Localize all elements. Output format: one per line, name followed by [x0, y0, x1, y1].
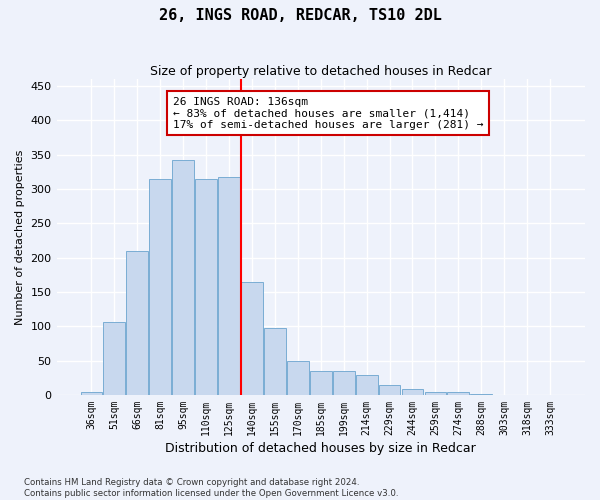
Bar: [241, 282, 263, 395]
Text: 26 INGS ROAD: 136sqm
← 83% of detached houses are smaller (1,414)
17% of semi-de: 26 INGS ROAD: 136sqm ← 83% of detached h…: [173, 96, 484, 130]
Bar: [448, 392, 469, 395]
Bar: [356, 375, 377, 395]
Bar: [264, 328, 286, 395]
Bar: [310, 371, 332, 395]
Bar: [149, 178, 171, 395]
Bar: [425, 392, 446, 395]
Bar: [127, 251, 148, 395]
Bar: [401, 390, 424, 395]
Bar: [379, 384, 400, 395]
Text: Contains HM Land Registry data © Crown copyright and database right 2024.
Contai: Contains HM Land Registry data © Crown c…: [24, 478, 398, 498]
Text: 26, INGS ROAD, REDCAR, TS10 2DL: 26, INGS ROAD, REDCAR, TS10 2DL: [158, 8, 442, 22]
Bar: [195, 178, 217, 395]
X-axis label: Distribution of detached houses by size in Redcar: Distribution of detached houses by size …: [166, 442, 476, 455]
Bar: [80, 392, 103, 395]
Bar: [470, 394, 492, 395]
Bar: [103, 322, 125, 395]
Bar: [333, 371, 355, 395]
Bar: [218, 176, 240, 395]
Y-axis label: Number of detached properties: Number of detached properties: [15, 150, 25, 324]
Title: Size of property relative to detached houses in Redcar: Size of property relative to detached ho…: [150, 65, 491, 78]
Bar: [172, 160, 194, 395]
Bar: [287, 360, 309, 395]
